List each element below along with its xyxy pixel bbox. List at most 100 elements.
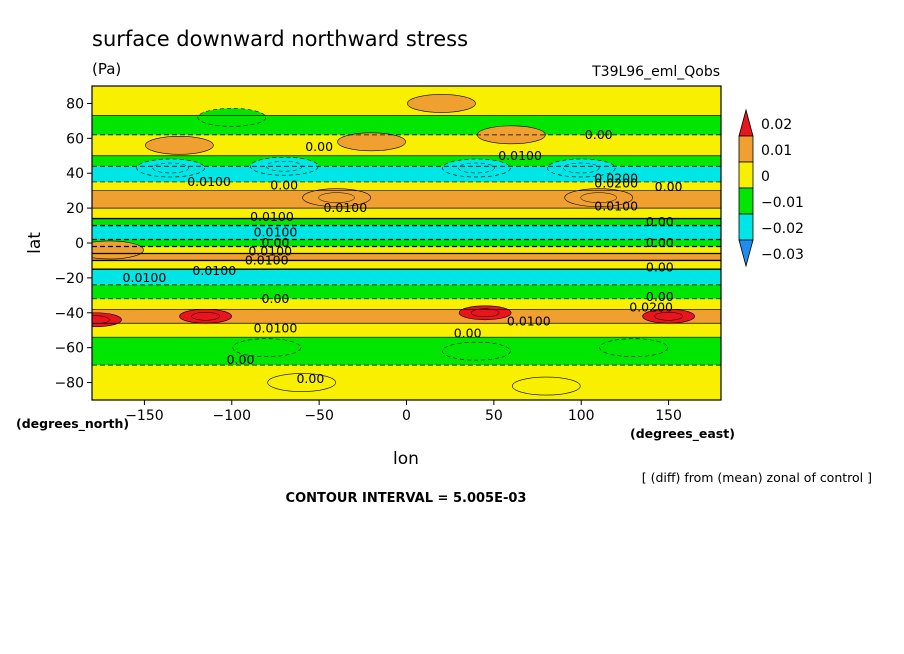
contour-lobe-18 bbox=[599, 338, 668, 357]
contour-label-0: 0.00 bbox=[305, 139, 333, 154]
x-tick-label-2: −50 bbox=[304, 408, 334, 424]
contour-label-12: 0.0100 bbox=[254, 225, 298, 240]
lat-band-6 bbox=[92, 190, 721, 209]
contour-lobe-8 bbox=[564, 188, 633, 207]
contour-lobe-20 bbox=[511, 376, 581, 396]
contour-lobe-2 bbox=[442, 158, 511, 178]
contour-label-26: 0.00 bbox=[227, 352, 255, 367]
lat-band-20 bbox=[92, 365, 721, 400]
contour-label-19: 0.00 bbox=[646, 259, 674, 274]
colorbar-label-5: −0.03 bbox=[761, 247, 804, 263]
contour-lobe-17 bbox=[442, 341, 511, 361]
contour-lobe-4 bbox=[145, 136, 214, 155]
lat-band-11 bbox=[92, 246, 721, 254]
lat-band-13 bbox=[92, 260, 721, 270]
colorbar-swatch-3 bbox=[738, 187, 754, 215]
y-tick-label-3: 20 bbox=[66, 201, 84, 217]
y-tick-label-2: 40 bbox=[66, 166, 84, 182]
lat-band-7 bbox=[92, 208, 721, 219]
y-tick-label-5: −20 bbox=[54, 271, 84, 287]
x-axis-label: lon bbox=[393, 449, 419, 469]
colorbar-label-2: 0 bbox=[761, 169, 770, 185]
colorbar-swatch-1 bbox=[738, 135, 754, 163]
colorbar-label-1: 0.01 bbox=[761, 143, 792, 159]
y-units-label: (degrees_north) bbox=[16, 416, 129, 432]
lat-band-5 bbox=[92, 181, 721, 191]
contour-field bbox=[92, 86, 721, 400]
lat-band-12 bbox=[92, 253, 721, 261]
x-units-label: (degrees_east) bbox=[630, 426, 735, 442]
contour-lines bbox=[92, 115, 721, 400]
x-tick-label-1: −100 bbox=[213, 408, 251, 424]
contour-lobe-inner-10 bbox=[191, 312, 220, 321]
lat-band-18 bbox=[92, 323, 721, 338]
colorbar-label-3: −0.01 bbox=[761, 195, 804, 211]
chart-title: surface downward northward stress bbox=[92, 27, 468, 51]
contour-label-9: 0.0100 bbox=[594, 198, 638, 213]
colorbar-swatch-4 bbox=[738, 213, 754, 241]
x-axis: −150 −100 −50 0 50 100 150 bbox=[125, 400, 682, 424]
contour-label-11: 0.00 bbox=[646, 214, 674, 229]
contour-lobe-inner-12 bbox=[654, 312, 683, 321]
colorbar-swatch-2 bbox=[738, 161, 754, 189]
lat-band-10 bbox=[92, 239, 721, 247]
contour-label-24: 0.0100 bbox=[507, 314, 551, 329]
y-tick-label-7: −60 bbox=[54, 341, 84, 357]
contour-label-27: 0.00 bbox=[296, 371, 324, 386]
lat-band-9 bbox=[92, 225, 721, 240]
contour-lobe-inner-3 bbox=[562, 162, 600, 174]
contour-lobe-inner-2 bbox=[458, 162, 495, 174]
contour-lobe-14 bbox=[197, 108, 267, 127]
contour-lobe-inner-0 bbox=[152, 162, 189, 174]
contour-lobe-inner-8 bbox=[580, 192, 617, 203]
contour-label-25: 0.00 bbox=[454, 326, 482, 341]
contour-label-16: 0.0100 bbox=[245, 252, 289, 267]
contour-lobe-7 bbox=[302, 188, 371, 207]
contour-label-21: 0.00 bbox=[646, 289, 674, 304]
contour-lobe-inner-7 bbox=[318, 192, 355, 203]
contour-label-5: 0.0200 bbox=[594, 170, 638, 185]
lat-band-15 bbox=[92, 284, 721, 299]
contour-label-1: 0.00 bbox=[585, 127, 613, 142]
contour-label-4: 0.00 bbox=[270, 177, 298, 192]
contour-lobe-10 bbox=[179, 308, 232, 324]
contour-label-8: 0.0100 bbox=[323, 200, 367, 215]
contour-label-17: 0.0100 bbox=[192, 263, 236, 278]
y-tick-label-6: −40 bbox=[54, 306, 84, 322]
contour-label-3: 0.0100 bbox=[187, 174, 231, 189]
lat-band-14 bbox=[92, 269, 721, 285]
diff-note: [ (diff) from (mean) zonal of control ] bbox=[642, 470, 872, 485]
x-tick-label-5: 100 bbox=[568, 408, 595, 424]
contour-lobe-15 bbox=[407, 94, 476, 113]
contour-lobe-inner-13 bbox=[92, 315, 110, 325]
y-tick-label-4: 0 bbox=[75, 236, 84, 252]
lat-band-3 bbox=[92, 155, 721, 167]
colorbar-legend: 0.02 0.01 0 −0.01 −0.02 −0.03 bbox=[738, 108, 804, 268]
y-tick-label-0: 80 bbox=[66, 96, 84, 112]
contour-label-13: 0.00 bbox=[262, 235, 290, 250]
contour-lobe-16 bbox=[232, 338, 302, 357]
lat-band-1 bbox=[92, 115, 721, 135]
contour-lobe-9 bbox=[92, 240, 144, 260]
lat-band-0 bbox=[92, 86, 721, 116]
contour-label-10: 0.0100 bbox=[250, 209, 294, 224]
x-tick-label-3: 0 bbox=[402, 408, 411, 424]
contour-label-20: 0.00 bbox=[262, 291, 290, 306]
colorbar-label-4: −0.02 bbox=[761, 221, 804, 237]
contour-lobe-11 bbox=[458, 305, 512, 321]
y-axis-label: lat bbox=[25, 232, 45, 254]
y-tick-label-8: −80 bbox=[54, 376, 84, 392]
lat-band-2 bbox=[92, 134, 721, 156]
contour-lobe-inner-11 bbox=[470, 308, 500, 318]
x-tick-label-0: −150 bbox=[125, 408, 163, 424]
contour-interval: CONTOUR INTERVAL = 5.005E-03 bbox=[286, 491, 527, 506]
contour-label-23: 0.0100 bbox=[254, 320, 298, 335]
contour-label-7: 0.00 bbox=[655, 179, 683, 194]
x-tick-label-6: 150 bbox=[655, 408, 682, 424]
contour-lobe-0 bbox=[136, 158, 205, 178]
contour-label-6: 0.0200 bbox=[594, 176, 638, 191]
contour-label-15: 0.0100 bbox=[248, 244, 292, 259]
contour-label-2: 0.0100 bbox=[498, 148, 542, 163]
